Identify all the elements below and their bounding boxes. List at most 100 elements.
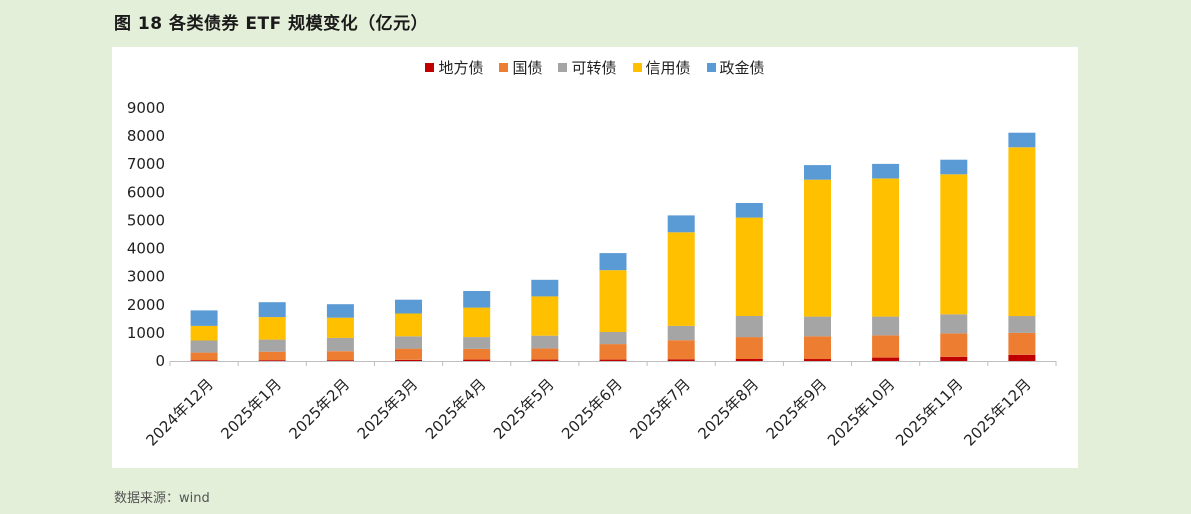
y-tick-label: 4000	[127, 240, 165, 258]
legend-item: 政金债	[706, 57, 765, 78]
x-tick-label: 2025年8月	[694, 375, 762, 443]
bar-segment	[190, 325, 218, 341]
bar-segment	[940, 333, 968, 357]
y-tick-label: 6000	[127, 183, 165, 201]
chart-panel: 地方债 国债 可转债 信用债 政金债 0 1000 2000 3000 4000 5000 6000…	[112, 47, 1078, 468]
bar-segment	[463, 348, 491, 360]
bar-segment	[1008, 147, 1036, 317]
bar-segment	[872, 163, 900, 179]
bar-segment	[804, 316, 831, 337]
bar-segment	[940, 314, 968, 334]
legend-label: 国债	[512, 59, 543, 77]
bar-segment	[667, 215, 695, 233]
y-tick-label: 9000	[127, 99, 165, 117]
bar-segment	[190, 352, 218, 361]
bar-segment	[940, 174, 968, 315]
x-tick-label: 2025年4月	[422, 375, 490, 443]
bar-segment	[735, 337, 763, 359]
bar-segment	[599, 332, 627, 345]
bar-segment	[395, 348, 422, 360]
bar-segment	[258, 317, 286, 340]
y-tick-label: 0	[155, 352, 165, 370]
bar-segment	[804, 165, 831, 180]
x-tick-label: 2025年6月	[558, 375, 626, 443]
bar-segment	[1008, 316, 1036, 333]
legend-swatch	[706, 63, 716, 72]
stacked-bar-chart: 0 1000 2000 3000 4000 5000 6000 7000 8000 9000 202…	[127, 99, 1057, 450]
bar-segment	[326, 317, 354, 338]
bar-segment	[599, 253, 627, 271]
y-tick-label: 2000	[127, 296, 165, 314]
bar-segment	[463, 291, 491, 308]
x-tick-label: 2024年12月	[142, 375, 216, 449]
legend-label: 地方债	[438, 59, 484, 77]
bar-segment	[735, 316, 763, 338]
bar-segment	[326, 337, 354, 352]
bar-segment	[395, 313, 422, 337]
x-tick-label: 2025年3月	[354, 375, 422, 443]
bar-segment	[872, 335, 900, 358]
bar-segment	[463, 359, 491, 361]
bar-segment	[735, 217, 763, 316]
bar-segment	[531, 348, 559, 360]
y-tick-label: 8000	[127, 127, 165, 145]
bar-segment	[804, 336, 831, 360]
legend-swatch	[425, 63, 435, 72]
bar-segment	[531, 335, 559, 349]
figure-title: 图 18 各类债券 ETF 规模变化（亿元）	[114, 14, 429, 34]
bar-segment	[326, 360, 354, 361]
bar-segment	[395, 336, 422, 349]
bar-segment	[190, 360, 218, 361]
bar-segment	[395, 299, 422, 314]
data-source-note: 数据来源：wind	[114, 491, 210, 506]
x-tick-label: 2025年7月	[626, 375, 694, 443]
bar-segment	[599, 344, 627, 360]
legend-label: 信用债	[645, 59, 691, 77]
legend-item: 地方债	[425, 57, 483, 78]
legend-label: 可转债	[571, 59, 617, 77]
y-tick-label: 1000	[127, 324, 165, 342]
bar-segment	[940, 356, 968, 361]
bar-segment	[326, 351, 354, 361]
legend-swatch	[499, 63, 509, 72]
bar-segment	[258, 351, 286, 361]
legend-item: 可转债	[558, 57, 617, 78]
bar-segment	[326, 304, 354, 318]
x-tick-label: 2025年5月	[490, 375, 558, 443]
bar-segment	[531, 296, 559, 336]
x-tick-label: 2025年11月	[892, 375, 966, 449]
bar-segment	[872, 357, 900, 361]
bar-segment	[258, 302, 286, 318]
bar-segment	[667, 325, 695, 341]
bar-segment	[1008, 332, 1036, 355]
bar-segment	[804, 179, 831, 317]
y-tick-label: 3000	[127, 268, 165, 286]
legend-swatch	[632, 63, 642, 72]
y-tick-label: 5000	[127, 211, 165, 229]
x-tick-label: 2025年9月	[763, 375, 831, 443]
bar-segment	[258, 339, 286, 352]
y-tick-label: 7000	[127, 155, 165, 173]
bar-segment	[735, 203, 763, 218]
bar-segment	[667, 340, 695, 360]
bar-segment	[599, 270, 627, 332]
bar-segment	[190, 310, 218, 326]
chart-legend: 地方债 国债 可转债 信用债 政金债	[112, 57, 1078, 78]
bar-segment	[531, 359, 559, 361]
bar-segment	[804, 359, 831, 361]
x-tick-label: 2025年10月	[824, 375, 898, 449]
bar-segment	[1008, 132, 1036, 148]
bar-segment	[872, 178, 900, 317]
bar-segment	[667, 359, 695, 361]
bar-segment	[395, 359, 422, 361]
bar-segment	[940, 159, 968, 175]
bar-segment	[463, 307, 491, 338]
x-tick-label: 2025年12月	[960, 375, 1034, 449]
bar-segment	[599, 359, 627, 361]
legend-item: 国债	[499, 57, 542, 78]
bar-segment	[463, 337, 491, 349]
bar-segment	[735, 359, 763, 361]
bar-segment	[258, 360, 286, 361]
legend-item: 信用债	[632, 57, 691, 78]
bar-segment	[531, 279, 559, 297]
